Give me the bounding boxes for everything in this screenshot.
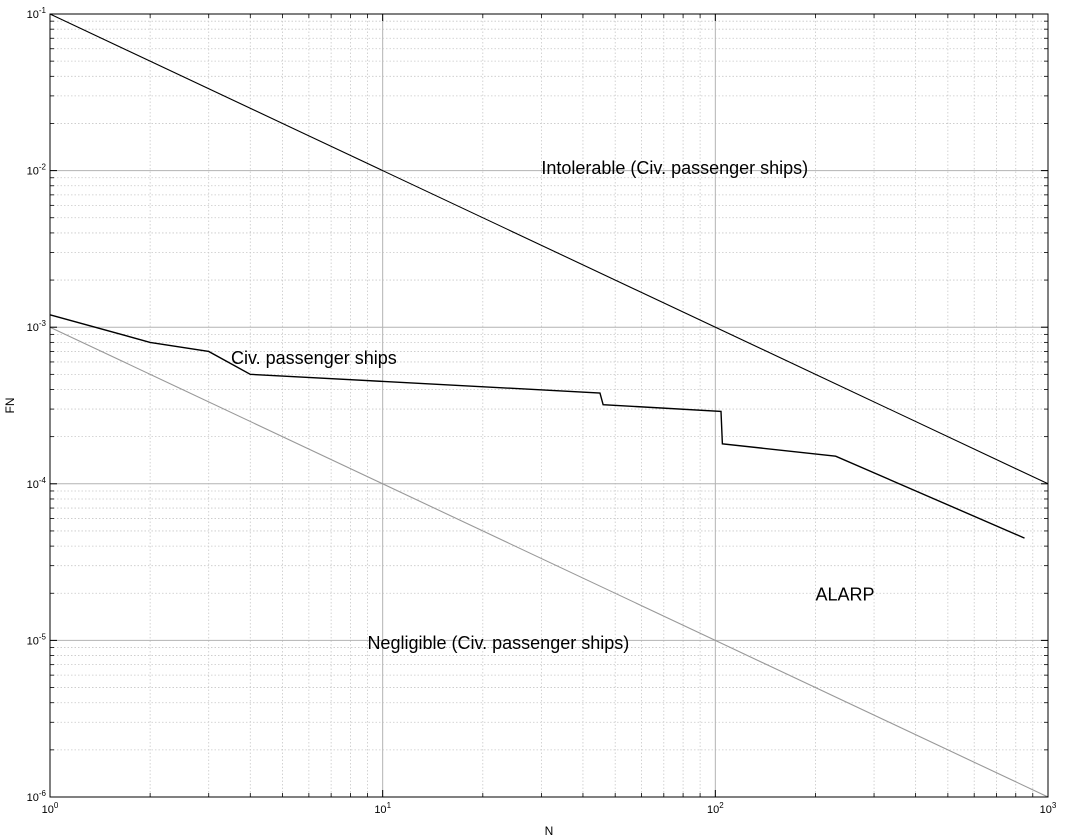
y-tick-base: 10: [27, 635, 39, 647]
civ-passenger-ships-line: [49, 314, 1025, 539]
x-tick-label: 103: [1040, 801, 1057, 816]
x-tick-label: 100: [42, 801, 59, 816]
x-tick-base: 10: [1040, 804, 1052, 816]
series-layer: [49, 13, 1049, 798]
y-tick-base: 10: [27, 166, 39, 178]
y-tick-label: 10-6: [27, 789, 47, 804]
x-tick-exponent: 2: [719, 801, 724, 810]
y-axis-label: FN: [3, 398, 17, 414]
intolerable-region-label: Intolerable (Civ. passenger ships): [541, 158, 808, 178]
x-tick-label: 101: [374, 801, 391, 816]
x-tick-exponent: 3: [1052, 801, 1057, 810]
y-tick-base: 10: [27, 322, 39, 334]
x-tick-exponent: 1: [387, 801, 392, 810]
y-tick-exponent: -3: [39, 319, 47, 328]
y-tick-exponent: -1: [39, 6, 47, 15]
y-tick-base: 10: [27, 792, 39, 804]
x-tick-exponent: 0: [54, 801, 59, 810]
intolerable-line: [49, 13, 1049, 485]
negligible-line: [49, 326, 1049, 798]
y-tick-label: 10-2: [27, 163, 47, 178]
y-tick-label: 10-4: [27, 476, 47, 491]
y-tick-base: 10: [27, 479, 39, 491]
y-tick-exponent: -6: [39, 789, 47, 798]
y-tick-label: 10-1: [27, 6, 47, 21]
ticks-layer: [49, 13, 1049, 798]
x-tick-base: 10: [374, 804, 386, 816]
y-tick-label: 10-5: [27, 632, 47, 647]
major-grid: [50, 14, 1048, 797]
minor-grid: [50, 14, 1048, 797]
x-tick-label: 102: [707, 801, 724, 816]
x-tick-base: 10: [707, 804, 719, 816]
civ-passenger-ships-label: Civ. passenger ships: [231, 348, 397, 368]
y-tick-exponent: -4: [39, 476, 47, 485]
y-tick-label: 10-3: [27, 319, 47, 334]
alarp-region-label: ALARP: [815, 584, 874, 604]
x-axis-label: N: [545, 824, 554, 838]
y-tick-exponent: -5: [39, 632, 47, 641]
plot-frame: [49, 13, 1049, 798]
y-tick-base: 10: [27, 9, 39, 21]
x-tick-base: 10: [42, 804, 54, 816]
negligible-region-label: Negligible (Civ. passenger ships): [367, 633, 629, 653]
y-tick-exponent: -2: [39, 163, 47, 172]
annotations-layer: Intolerable (Civ. passenger ships) Civ. p…: [231, 158, 875, 653]
